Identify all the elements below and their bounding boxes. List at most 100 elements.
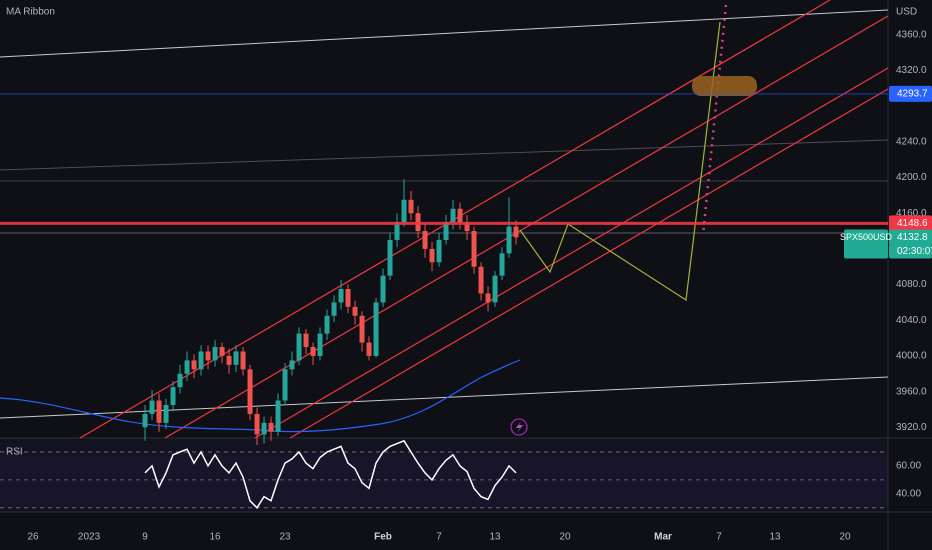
event-icon: [516, 421, 523, 433]
candle-body: [506, 226, 512, 254]
trend-line: [0, 139, 889, 171]
candle-body: [366, 342, 372, 356]
candle-body: [443, 222, 449, 240]
y-tick-label: 4200.0: [896, 172, 927, 183]
candle-body: [296, 333, 302, 361]
event-icon: [510, 418, 528, 436]
candle-body: [394, 222, 400, 240]
candle-body: [436, 239, 442, 263]
candle-body: [226, 355, 232, 365]
candle-body: [212, 347, 218, 361]
channel-line: [289, 88, 889, 439]
last-price-label: 4132.8: [897, 232, 928, 243]
candle-body: [261, 422, 267, 435]
ma-line: [0, 359, 521, 433]
y-tick-label: 4080.0: [896, 279, 927, 290]
x-tick-label: 20: [839, 532, 851, 543]
last-badge: [889, 229, 932, 246]
candle-body: [268, 422, 274, 432]
candle-body: [464, 222, 470, 232]
trend-line: [0, 9, 889, 58]
y-tick-label: 4360.0: [896, 29, 927, 40]
candle-body: [205, 351, 211, 361]
rsi-line: [144, 439, 517, 509]
candle-body: [233, 351, 239, 365]
rsi-label: RSI: [6, 447, 23, 458]
x-tick-label: Mar: [654, 532, 672, 543]
candle-body: [485, 293, 491, 303]
candle-body: [317, 333, 323, 356]
candle-body: [191, 360, 197, 370]
rsi-tick-label: 60.00: [896, 461, 921, 472]
candle-body: [499, 253, 505, 276]
price-badge: [889, 215, 932, 232]
candle-body: [457, 208, 463, 223]
candle-body: [247, 369, 253, 414]
candle-body: [331, 302, 337, 316]
x-tick-label: 16: [209, 532, 221, 543]
y-tick-label: 4040.0: [896, 315, 927, 326]
y-tick-label: 4000.0: [896, 351, 927, 362]
price-badge-label: 4148.6: [897, 218, 928, 229]
x-tick-label: 7: [436, 532, 442, 543]
symbol-label: SPX500USD: [840, 232, 893, 242]
x-tick-label: 7: [716, 532, 722, 543]
candle-body: [219, 347, 225, 356]
price-badge-label: 4293.7: [897, 89, 928, 100]
y-tick-label: 4240.0: [896, 136, 927, 147]
candle-body: [380, 275, 386, 303]
x-tick-label: 23: [279, 532, 291, 543]
candle-body: [310, 347, 316, 356]
y-tick-label: 3960.0: [896, 386, 927, 397]
candle-body: [408, 199, 414, 214]
candle-body: [282, 369, 288, 401]
price-badge: [889, 85, 932, 102]
candle-body: [184, 360, 190, 374]
x-tick-label: 26: [27, 532, 39, 543]
candle-body: [478, 266, 484, 294]
candle-body: [163, 404, 169, 423]
candle-body: [156, 400, 162, 423]
candle-body: [387, 239, 393, 276]
candle-body: [373, 302, 379, 356]
candle-body: [324, 315, 330, 334]
candle-body: [345, 289, 351, 307]
candle-body: [338, 289, 344, 303]
currency-label: USD: [896, 7, 917, 18]
candle-body: [198, 351, 204, 370]
channel-line: [254, 67, 889, 439]
candle-body: [492, 275, 498, 303]
candle-body: [450, 208, 456, 223]
countdown-badge: [889, 244, 932, 259]
candle-body: [275, 400, 281, 432]
candle-body: [513, 226, 519, 238]
y-tick-label: 4320.0: [896, 65, 927, 76]
highlight: [692, 76, 757, 96]
countdown-label: 02:30:07: [897, 246, 932, 257]
candle-body: [359, 315, 365, 343]
x-tick-label: 13: [489, 532, 501, 543]
candle-body: [170, 387, 176, 405]
candle-body: [471, 231, 477, 267]
candle-body: [289, 360, 295, 370]
candle-body: [352, 306, 358, 316]
candle-body: [422, 231, 428, 249]
candle-body: [429, 248, 435, 263]
last-badge: [844, 229, 888, 259]
candle-body: [401, 199, 407, 223]
candle-body: [254, 413, 260, 435]
y-tick-label: 3920.0: [896, 422, 927, 433]
indicator-label: MA Ribbon: [6, 7, 55, 18]
candle-body: [240, 351, 246, 370]
candle-body: [142, 413, 148, 428]
y-tick-label: 4160.0: [896, 208, 927, 219]
candle-body: [149, 400, 155, 414]
candle-body: [177, 373, 183, 388]
trend-line: [0, 376, 889, 419]
rsi-tick-label: 40.00: [896, 488, 921, 499]
x-tick-label: 20: [559, 532, 571, 543]
x-tick-label: 9: [142, 532, 148, 543]
candle-body: [303, 333, 309, 348]
x-tick-label: Feb: [374, 532, 392, 543]
